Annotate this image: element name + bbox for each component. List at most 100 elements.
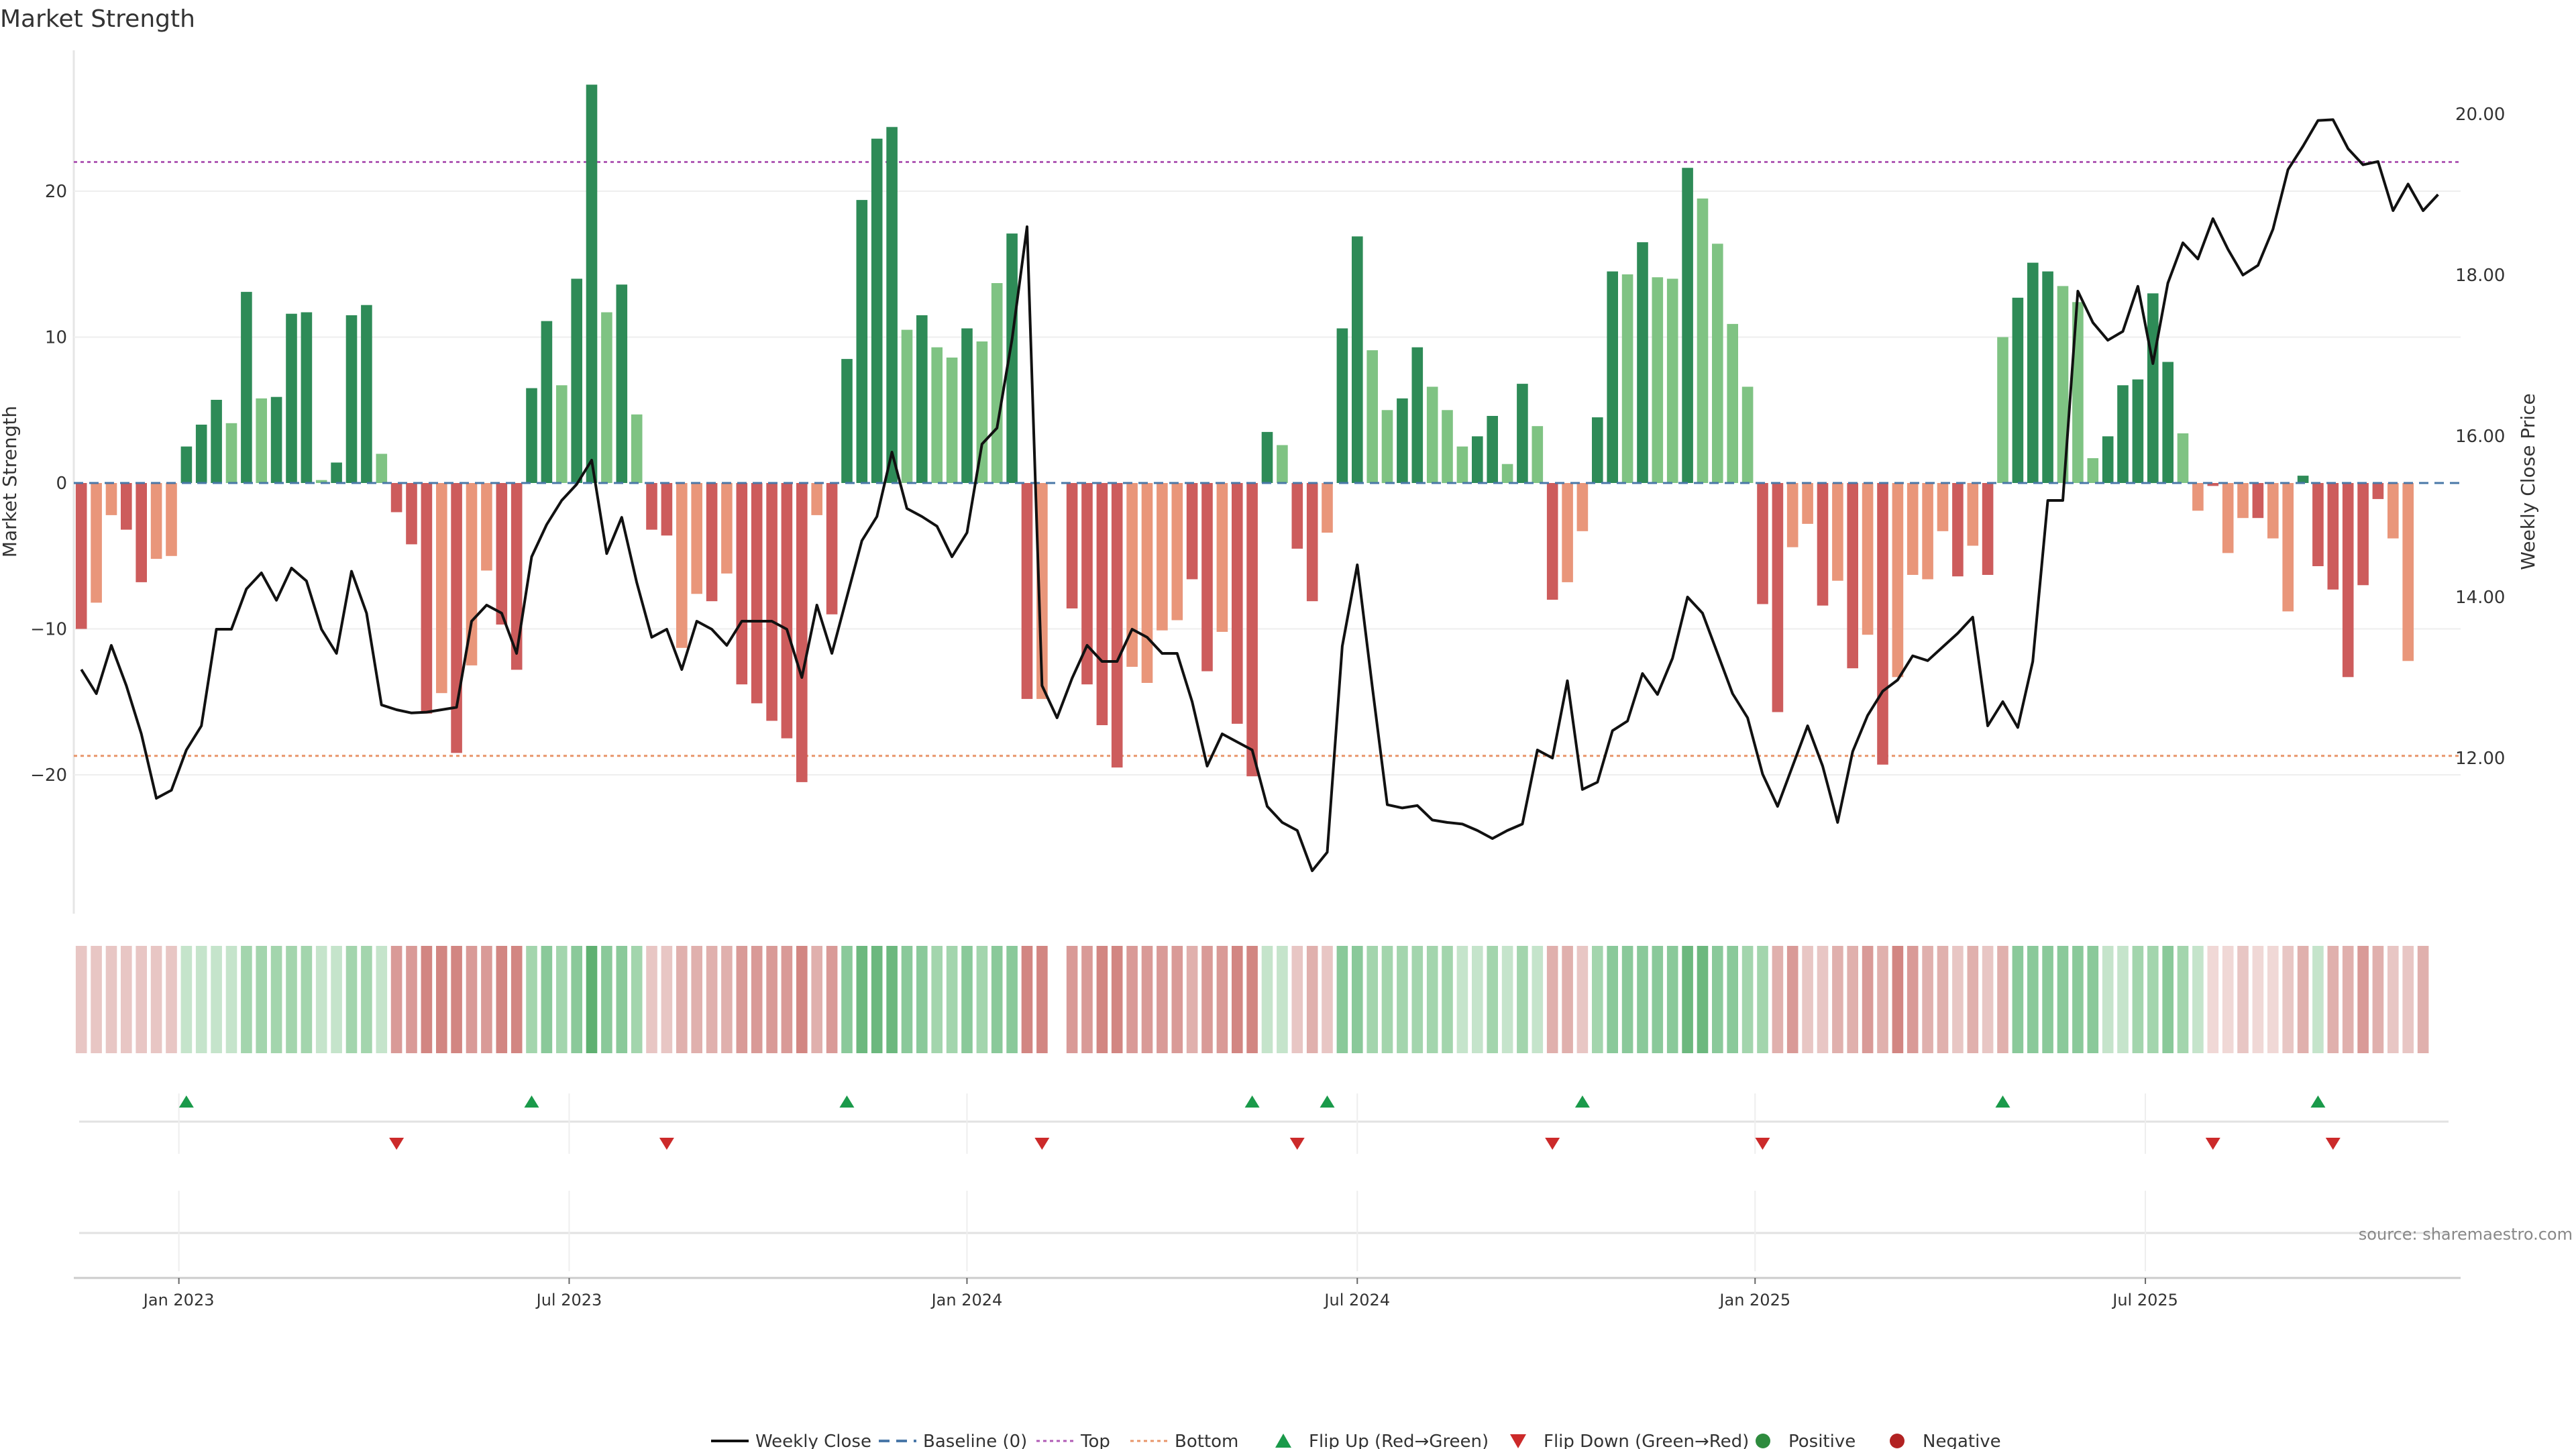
strength-bar: [1006, 233, 1018, 483]
strength-bar: [1637, 242, 1648, 483]
strip-cell: [2372, 946, 2384, 1053]
strip-cell: [1712, 946, 1723, 1053]
strip-cell: [766, 946, 777, 1053]
flip-down-marker: [659, 1138, 674, 1150]
y-tick-left: 0: [56, 474, 67, 494]
strength-bar: [736, 483, 748, 685]
strip-cell: [1381, 946, 1393, 1053]
strength-heat-strip: [75, 946, 2429, 1053]
strip-cell: [1832, 946, 1843, 1053]
strip-cell: [1937, 946, 1949, 1053]
strip-cell: [646, 946, 657, 1053]
strength-bar: [1186, 483, 1198, 580]
strength-bar: [1487, 416, 1498, 483]
x-tick-label: Jan 2025: [1718, 1291, 1790, 1309]
strength-bar: [2402, 483, 2414, 661]
strength-bar: [2087, 458, 2099, 483]
strip-cell: [1096, 946, 1108, 1053]
strip-cell: [1322, 946, 1333, 1053]
strength-bar: [856, 200, 868, 483]
strip-cell: [2237, 946, 2249, 1053]
strip-cell: [2042, 946, 2053, 1053]
strength-bar: [2267, 483, 2279, 539]
strength-bar: [2132, 379, 2144, 483]
strength-bar: [451, 483, 462, 753]
strength-bar: [916, 315, 928, 483]
strength-bar: [1021, 483, 1033, 699]
strip-cell: [2072, 946, 2084, 1053]
flip-down-marker: [1289, 1138, 1305, 1150]
strip-cell: [1006, 946, 1018, 1053]
strip-cell: [676, 946, 688, 1053]
strip-cell: [1802, 946, 1813, 1053]
strength-bar: [2342, 483, 2354, 678]
strength-bar: [1862, 483, 1874, 635]
strip-cell: [1141, 946, 1153, 1053]
strip-cell: [841, 946, 853, 1053]
strength-bar: [2177, 433, 2189, 483]
strip-cell: [2177, 946, 2189, 1053]
x-axis: Jan 2023 Jul 2023 Jan 2024 Jul 2024 Jan 2025…: [74, 1277, 2461, 1309]
strength-bar: [1682, 168, 1693, 483]
strength-bar: [1666, 278, 1678, 483]
strength-bar: [1832, 483, 1843, 581]
strength-bar: [1081, 483, 1093, 685]
strength-bar: [646, 483, 657, 530]
strength-bar: [841, 359, 853, 483]
strength-bar: [1111, 483, 1123, 768]
legend-item-flip-down: Flip Down (Green→Red): [1510, 1432, 1749, 1449]
strip-cell: [256, 946, 267, 1053]
strength-bar: [826, 483, 838, 614]
strip-cell: [1666, 946, 1678, 1053]
flip-down-marker: [2325, 1138, 2341, 1150]
strength-bar: [2252, 483, 2264, 519]
strip-cell: [1786, 946, 1799, 1053]
strength-bar: [946, 358, 958, 483]
strip-cell: [166, 946, 177, 1053]
y-tick-left: −20: [30, 765, 67, 786]
strength-bar: [796, 483, 808, 782]
y-tick-left: 10: [45, 328, 67, 348]
strip-cell: [1291, 946, 1303, 1053]
chart-title: Market Strength: [0, 5, 195, 33]
flip-markers-panel: [79, 1093, 2449, 1271]
strength-bar: [931, 347, 943, 483]
strip-cell: [961, 946, 973, 1053]
strip-cell: [136, 946, 147, 1053]
strip-cell: [1592, 946, 1603, 1053]
strength-bar: [2012, 297, 2024, 483]
strength-bar: [886, 127, 898, 484]
strength-bar: [871, 138, 883, 483]
strength-bar: [301, 312, 313, 483]
strength-bar: [1141, 483, 1153, 683]
strength-bar: [601, 312, 612, 483]
circle-icon: [1756, 1434, 1770, 1448]
strength-bar: [1532, 426, 1544, 483]
strength-bar: [1411, 347, 1424, 483]
strength-bar: [1967, 483, 1979, 546]
strip-cell: [1877, 946, 1888, 1053]
weekly-close-line: [80, 118, 2439, 872]
flip-up-marker: [1320, 1095, 1335, 1108]
strip-cell: [826, 946, 838, 1053]
strength-bar: [571, 278, 582, 483]
strength-bar: [631, 414, 643, 483]
strength-bar: [1291, 483, 1303, 549]
strength-bar: [75, 483, 87, 629]
strip-cell: [2057, 946, 2069, 1053]
strip-cell: [2327, 946, 2339, 1053]
strip-cell: [1772, 946, 1784, 1053]
strip-cell: [631, 946, 643, 1053]
strip-cell: [345, 946, 358, 1053]
strip-cell: [1682, 946, 1693, 1053]
strength-bar: [2237, 483, 2249, 519]
strength-bar: [241, 292, 252, 483]
strip-cell: [2162, 946, 2174, 1053]
flip-up-marker: [2310, 1095, 2326, 1108]
strength-bar: [2387, 483, 2399, 539]
strip-cell: [496, 946, 508, 1053]
strip-cell: [1157, 946, 1168, 1053]
strip-cell: [1862, 946, 1874, 1053]
strip-cell: [1817, 946, 1829, 1053]
strip-cell: [1922, 946, 1933, 1053]
